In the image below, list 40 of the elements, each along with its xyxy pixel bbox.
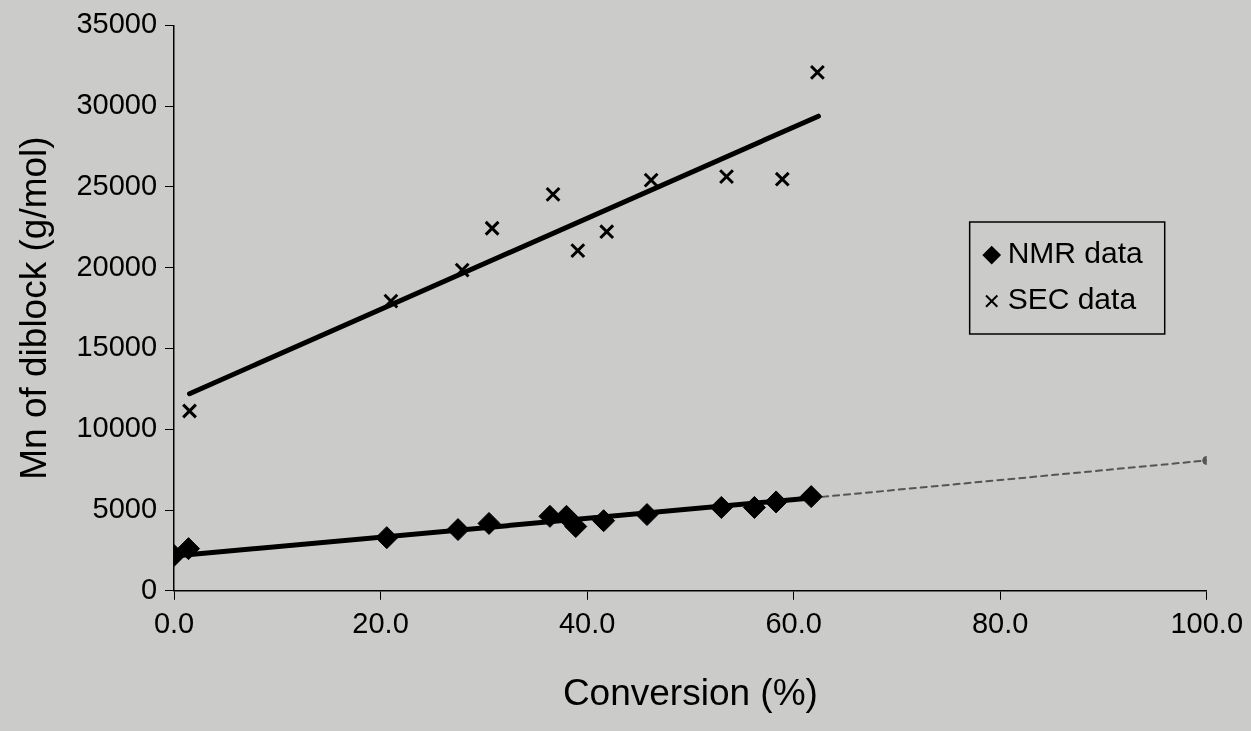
y-tick-label: 5000 <box>92 492 158 525</box>
y-tick-label: 20000 <box>76 249 158 282</box>
point <box>569 242 586 259</box>
legend-label: NMR data <box>1007 236 1144 270</box>
point <box>643 172 659 189</box>
point <box>477 511 501 535</box>
x-tick-label: 60.0 <box>765 607 822 640</box>
point <box>718 168 735 185</box>
point <box>709 495 733 519</box>
y-tick-label: 15000 <box>76 330 158 363</box>
point <box>592 509 616 533</box>
point <box>774 171 791 188</box>
y-tick-label: 0 <box>140 572 158 605</box>
point <box>809 64 826 81</box>
x-tick-label: 0.0 <box>153 607 195 640</box>
x-tick-label: 40.0 <box>558 607 616 640</box>
x-tick-label: 80.0 <box>971 607 1029 640</box>
y-tick-label: 30000 <box>76 88 158 121</box>
y-axis-title: Mn of diblock (g/mol) <box>13 136 55 480</box>
point <box>635 503 659 527</box>
point <box>181 403 198 419</box>
point <box>375 526 399 550</box>
point <box>764 490 788 514</box>
legend-label: SEC data <box>1007 282 1137 316</box>
x-tick-label: 20.0 <box>352 607 409 640</box>
point <box>177 537 200 561</box>
point <box>545 186 561 203</box>
point <box>383 293 399 310</box>
point <box>484 220 500 237</box>
x-tick-label: 100.0 <box>1170 607 1243 640</box>
point <box>799 485 823 509</box>
point <box>742 495 766 519</box>
y-tick-label: 35000 <box>76 7 158 40</box>
point <box>454 262 471 278</box>
x-axis-title: Conversion (%) <box>562 672 818 713</box>
y-tick-label: 10000 <box>76 411 158 444</box>
point <box>446 518 470 542</box>
point <box>598 223 615 240</box>
point <box>564 515 588 539</box>
y-tick-label: 25000 <box>76 168 158 201</box>
